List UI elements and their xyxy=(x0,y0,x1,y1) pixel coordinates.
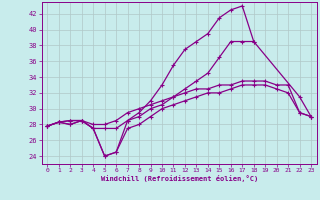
X-axis label: Windchill (Refroidissement éolien,°C): Windchill (Refroidissement éolien,°C) xyxy=(100,175,258,182)
